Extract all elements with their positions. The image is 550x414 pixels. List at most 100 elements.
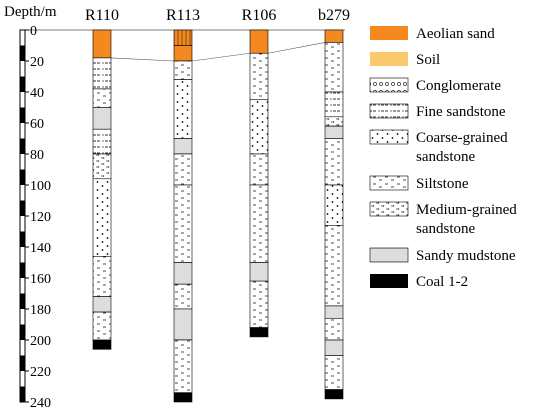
layer-siltstone [249,52,269,101]
layer-coal [324,389,344,400]
layer-siltstone [92,255,112,297]
legend-swatch [370,26,408,40]
layer-aeolian [173,45,193,62]
legend: Aeolian sand Soil Conglomerate Fine sandsto… [369,26,517,290]
layer-mudstone [324,339,344,356]
borehole-columns: R110 R113 R106 b279 [85,7,350,403]
depth-scale-segment [20,45,25,61]
legend-label: Fine sandstone [416,104,506,120]
layer-mudstone [173,308,193,341]
correlation-lines [110,42,326,62]
layer-aeolian [324,29,344,43]
legend-swatch [369,129,409,145]
legend-swatch [369,247,409,263]
depth-scale-segment [20,324,25,340]
layer-mudstone [324,305,344,319]
layer-soil [173,29,193,46]
depth-tick-label: 60 [30,117,44,132]
legend-swatch [370,52,408,66]
legend-swatch [369,201,409,217]
legend-item-soil: Soil [370,52,440,68]
layer-coal [173,392,193,403]
layer-siltstone [249,184,269,263]
borehole-name: b279 [318,7,350,24]
depth-scale-segment [20,107,25,123]
legend-swatch [369,77,409,93]
depth-scale-segment [20,262,25,278]
depth-tick-label: 140 [30,241,51,256]
layer-mudstone [324,125,344,139]
layer-siltstone [324,225,344,307]
layer-aeolian [249,29,269,54]
depth-tick-label: 100 [30,179,51,194]
depth-tick-label: 80 [30,148,44,163]
layer-siltstone [249,153,269,186]
depth-scale-segment [20,231,25,247]
depth-tick-label: 160 [30,272,51,287]
legend-label: Siltstone [416,176,469,192]
legend-label: Coarse-grained [416,130,508,146]
layer-siltstone [324,42,344,93]
layer-siltstone [173,339,193,394]
depth-scale-segment [20,355,25,371]
depth-tick-label: 20 [30,55,44,70]
aeolian-base-correlation [191,52,251,62]
layer-medium [324,116,344,127]
aeolian-base-correlation [267,42,326,54]
borehole-r110: R110 [85,7,119,350]
legend-label: sandstone [416,221,476,237]
layer-coal [249,327,269,338]
depth-scale-segment [20,293,25,309]
layer-siltstone [324,355,344,390]
layer-mudstone [173,262,193,285]
depth-axis-title: Depth/m [4,4,57,20]
layer-fine [92,128,112,155]
layer-mudstone [249,262,269,282]
layer-aeolian [92,29,112,59]
borehole-r113: R113 [166,7,200,403]
layer-medium [92,153,112,180]
legend-label: Aeolian sand [416,26,495,42]
layer-coal [92,339,112,350]
depth-scale-segment [20,386,25,402]
layer-siltstone [173,60,193,80]
legend-item-aeolian: Aeolian sand [370,26,495,42]
borehole-name: R110 [85,7,119,24]
legend-label: sandstone [416,149,476,165]
layer-siltstone [173,184,193,263]
borehole-b279: b279 [318,7,350,400]
legend-item-medium: Medium-grained sandstone [369,201,517,237]
layer-siltstone [173,153,193,186]
legend-label: Medium-grained [416,202,517,218]
aeolian-base-correlation [110,57,175,62]
layer-siltstone [92,88,112,108]
layer-coarse [249,99,269,155]
borehole-name: R113 [166,7,200,24]
depth-tick-label: 220 [30,365,51,380]
layer-fine [324,91,344,118]
depth-scale-segment [20,200,25,216]
depth-scale-segment [20,138,25,154]
legend-label: Soil [416,52,440,68]
layer-mudstone [92,296,112,313]
depth-axis: 0 20 40 60 80 100 120 140 160 180 200 220 240 [19,24,345,411]
layer-mudstone [173,138,193,155]
layer-siltstone [173,283,193,310]
layer-fine [92,57,112,90]
layer-siltstone [324,317,344,341]
layer-mudstone [92,107,112,130]
borehole-r106: R106 [242,7,276,338]
layer-siltstone [324,138,344,186]
legend-item-conglomerate: Conglomerate [369,77,501,94]
legend-item-fine: Fine sandstone [369,103,506,120]
legend-swatch [370,274,408,288]
layer-coarse [324,184,344,226]
depth-scale-segment [20,76,25,92]
legend-label: Coal 1-2 [416,274,468,290]
legend-swatch [369,103,409,119]
legend-item-mudstone: Sandy mudstone [369,247,516,264]
layer-siltstone [92,311,112,341]
layer-coarse [92,178,112,257]
legend-label: Conglomerate [416,78,501,94]
